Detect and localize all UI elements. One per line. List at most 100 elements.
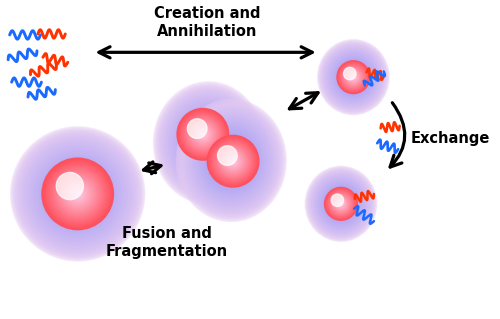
Ellipse shape [210,137,252,183]
Ellipse shape [199,132,218,154]
Circle shape [344,68,362,86]
Ellipse shape [180,111,238,175]
Ellipse shape [56,173,99,215]
Circle shape [348,72,359,83]
Ellipse shape [339,62,368,92]
Ellipse shape [335,197,347,210]
Ellipse shape [76,193,79,195]
Ellipse shape [18,135,136,253]
Circle shape [61,177,94,211]
Ellipse shape [348,71,360,84]
Ellipse shape [158,86,260,199]
Ellipse shape [176,106,242,180]
Ellipse shape [67,183,88,204]
Circle shape [326,189,356,219]
Circle shape [208,136,258,186]
Circle shape [216,145,250,178]
Ellipse shape [179,102,284,219]
Ellipse shape [352,76,354,78]
Ellipse shape [340,203,342,205]
Ellipse shape [326,48,381,106]
Ellipse shape [32,148,124,240]
Circle shape [201,133,204,136]
Circle shape [190,121,216,147]
Ellipse shape [341,64,365,90]
Ellipse shape [330,193,351,215]
Ellipse shape [346,70,360,85]
Ellipse shape [177,108,240,178]
Ellipse shape [55,171,100,217]
Ellipse shape [307,168,374,239]
Ellipse shape [196,129,221,157]
Ellipse shape [308,169,374,238]
Ellipse shape [54,170,102,218]
Ellipse shape [160,90,256,197]
Circle shape [54,170,102,218]
Circle shape [344,67,356,80]
Ellipse shape [338,201,344,207]
Circle shape [338,201,344,207]
Ellipse shape [324,46,383,108]
Circle shape [339,63,368,91]
Ellipse shape [186,110,276,211]
Circle shape [186,118,219,151]
Circle shape [344,68,362,86]
Circle shape [195,127,210,142]
Ellipse shape [322,45,384,109]
Ellipse shape [318,41,388,114]
Circle shape [58,175,97,213]
Circle shape [328,191,354,217]
Ellipse shape [331,54,376,101]
Ellipse shape [173,103,244,183]
Circle shape [232,160,235,163]
Circle shape [227,155,239,167]
Ellipse shape [350,73,358,81]
Circle shape [73,189,83,199]
Circle shape [336,198,346,209]
Circle shape [340,64,366,90]
Circle shape [328,190,354,218]
Ellipse shape [318,180,364,227]
Circle shape [348,71,360,83]
Ellipse shape [194,126,224,160]
Ellipse shape [322,184,360,223]
Ellipse shape [182,114,234,172]
Ellipse shape [208,134,254,186]
Ellipse shape [316,177,366,231]
Ellipse shape [154,82,264,204]
Circle shape [331,194,351,214]
Ellipse shape [10,127,145,261]
Ellipse shape [202,128,260,192]
Ellipse shape [42,158,114,230]
Ellipse shape [36,152,119,235]
Circle shape [44,160,111,227]
Circle shape [209,137,257,185]
Circle shape [55,171,100,217]
Ellipse shape [71,187,85,201]
Circle shape [342,65,365,89]
Ellipse shape [222,150,241,171]
Ellipse shape [168,97,250,189]
Ellipse shape [202,135,215,151]
Ellipse shape [155,83,262,203]
Ellipse shape [342,65,364,89]
Ellipse shape [340,63,366,91]
Circle shape [334,197,347,211]
Ellipse shape [183,107,280,214]
Circle shape [226,154,240,168]
Circle shape [178,109,228,159]
Circle shape [347,70,360,84]
Ellipse shape [188,113,274,208]
Circle shape [179,110,227,159]
Ellipse shape [209,136,253,185]
Circle shape [188,120,218,149]
Ellipse shape [52,168,103,219]
Circle shape [324,188,358,220]
Ellipse shape [339,202,343,206]
Circle shape [48,164,108,224]
Ellipse shape [335,58,372,96]
Circle shape [58,174,98,214]
Ellipse shape [18,134,138,254]
Circle shape [194,126,212,143]
Text: Exchange: Exchange [410,131,490,146]
